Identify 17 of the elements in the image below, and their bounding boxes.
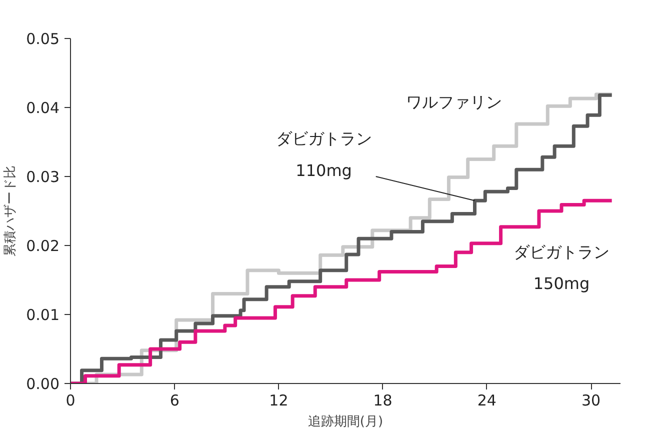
series-label: ワルファリン xyxy=(406,92,502,112)
x-axis-title: 追跡期間(月) xyxy=(308,414,384,430)
y-tick-label: 0.03 xyxy=(26,168,60,186)
y-tick-label: 0.05 xyxy=(26,30,60,48)
y-tick-label: 0.00 xyxy=(26,375,60,393)
y-tick-label: 0.01 xyxy=(26,306,60,324)
annotation: ダビガトラン 110mg xyxy=(276,129,372,180)
x-tick-label: 12 xyxy=(269,392,288,410)
y-tick-label: 0.02 xyxy=(26,237,60,255)
y-tick-label: 0.04 xyxy=(26,99,60,117)
y-axis-title: 累積ハザード比 xyxy=(3,166,18,256)
series-label: ダビガトラン 150mg xyxy=(514,242,610,294)
x-tick-label: 24 xyxy=(477,392,496,410)
x-tick-label: 30 xyxy=(581,392,601,410)
x-tick-label: 18 xyxy=(373,392,392,410)
x-tick-label: 6 xyxy=(170,392,180,410)
x-tick-label: 0 xyxy=(66,392,76,410)
